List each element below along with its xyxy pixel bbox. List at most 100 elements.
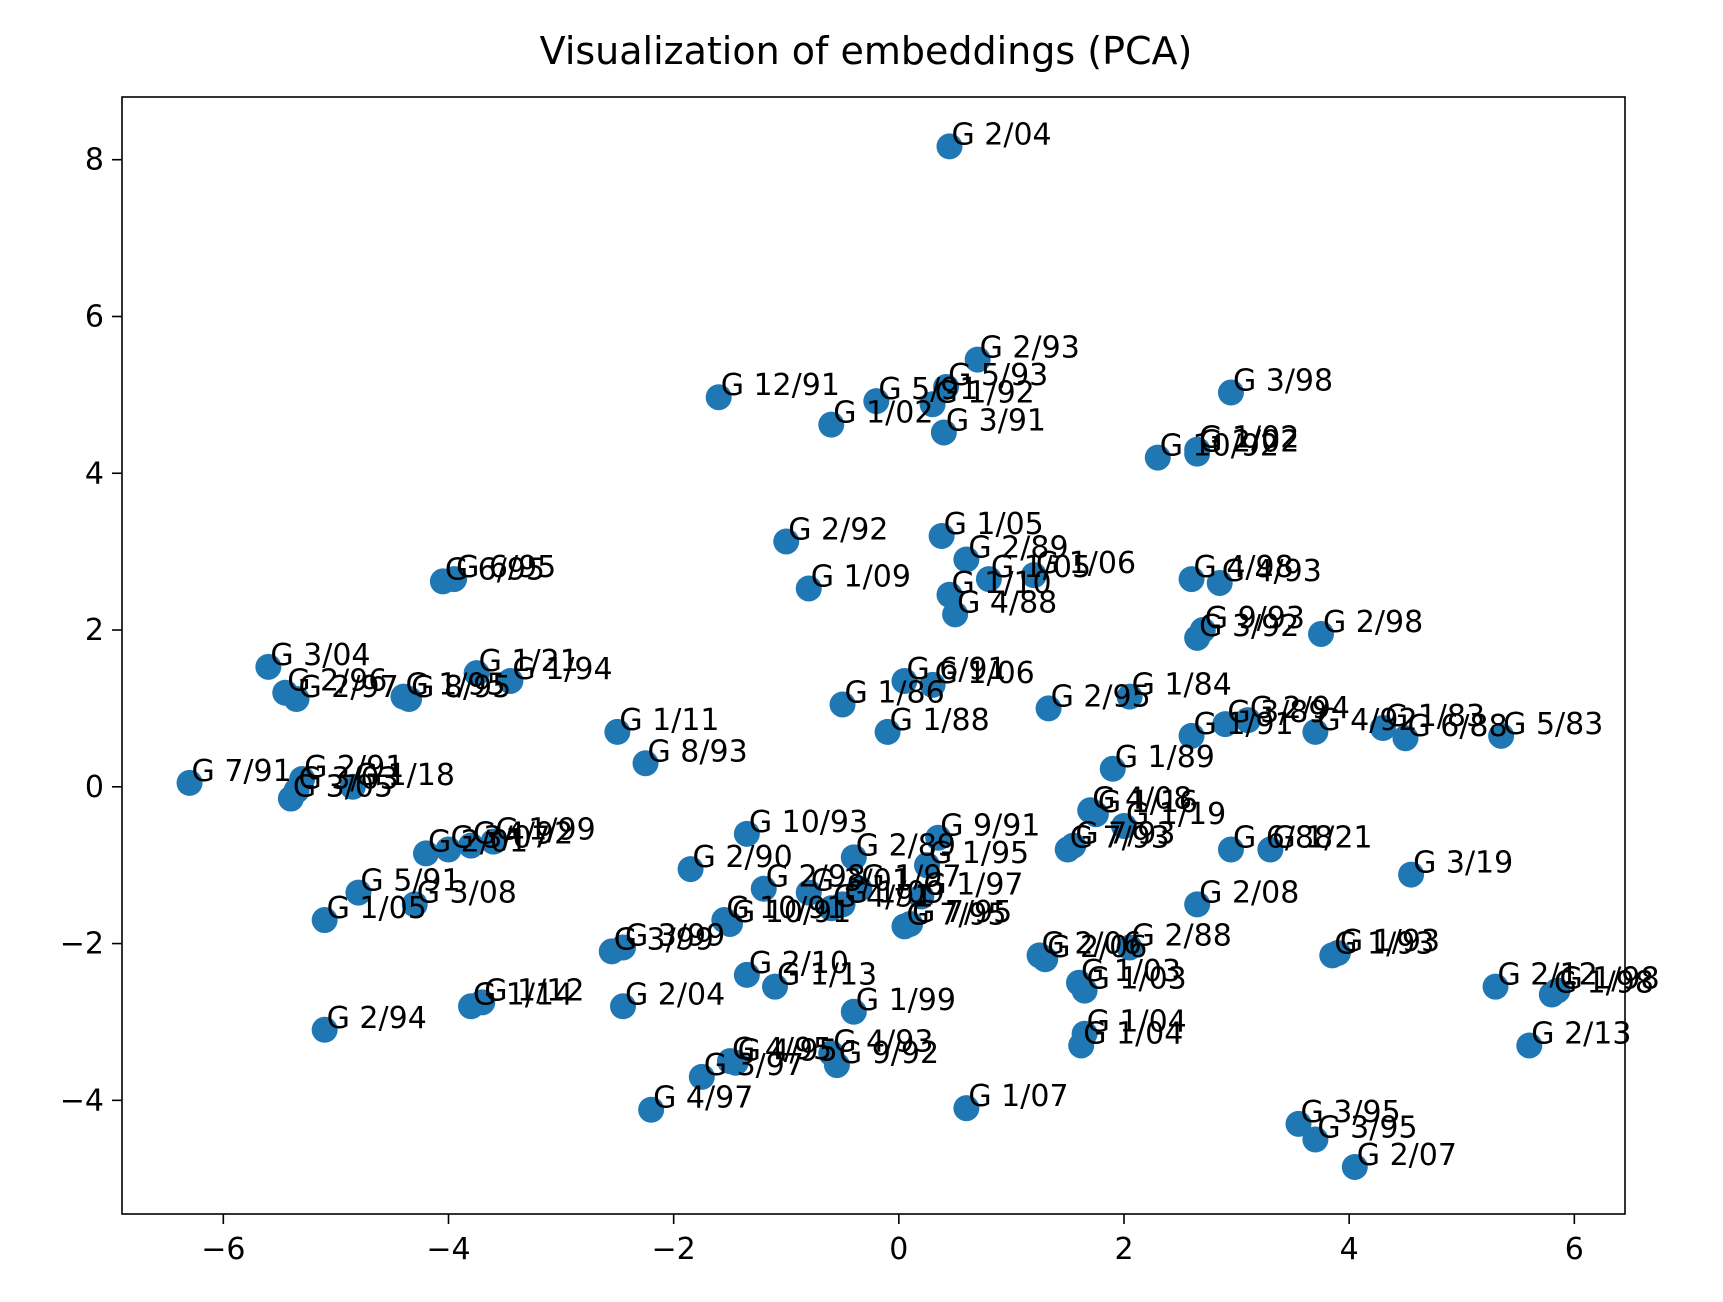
data-point (953, 546, 980, 573)
point-label: G 1/02 (1199, 421, 1299, 456)
point-label: G 5/91 (878, 372, 978, 407)
point-labels: G 2/04G 2/93G 5/93G 12/91 G 5/91G 1/92G 1… (192, 117, 1660, 1173)
data-point (345, 879, 372, 906)
point-label: G 1/99 (856, 983, 956, 1018)
point-label: G 4/93 (833, 1024, 933, 1059)
data-point (1082, 801, 1109, 828)
point-label: G 4/91 (833, 879, 933, 914)
point-label: G 6/95 (445, 552, 545, 587)
point-label: G 1/93 (1334, 926, 1434, 961)
data-point (1285, 1110, 1312, 1137)
point-label: G 9/91 (940, 809, 1040, 844)
point-label: G 1/99 (496, 813, 596, 848)
data-point (846, 875, 873, 902)
data-point (1302, 718, 1329, 745)
point-label: G 3/01 (811, 864, 911, 899)
y-tick-label: 0 (85, 770, 104, 805)
point-label: G 4/88 (957, 585, 1057, 620)
data-point (412, 840, 439, 867)
data-point (1302, 1126, 1329, 1153)
data-point (733, 820, 760, 847)
x-tick-label: −6 (201, 1232, 245, 1267)
data-point (311, 1016, 338, 1043)
point-label: G 4/92 (1317, 703, 1417, 738)
point-label: G 1/03 (1081, 954, 1181, 989)
point-label: G 1/02 (833, 396, 933, 431)
point-label: G 10/92 (1160, 429, 1279, 464)
point-label: G 4/95 (738, 1034, 838, 1069)
point-label: G 7/93 (1075, 817, 1175, 852)
point-label: G 3/97 (704, 1048, 804, 1083)
point-label: G 1/04 (1083, 1016, 1183, 1051)
x-axis: −6 −4 −2 0 2 4 6 (201, 1214, 1584, 1267)
point-label: G 1/97 (923, 868, 1023, 903)
data-point (463, 660, 490, 687)
point-label: G 9/93 (1205, 601, 1305, 636)
data-point (750, 875, 777, 902)
data-point (1032, 946, 1059, 973)
point-label: G 1/05 (944, 507, 1044, 542)
data-point (1068, 1032, 1095, 1059)
point-label: G 1/18 (355, 758, 455, 793)
point-label: G 1/21 (479, 644, 579, 679)
point-label: G 3/95 (1317, 1111, 1417, 1146)
point-label: G 2/94 (327, 1001, 427, 1036)
point-label: G 2/06 (1047, 930, 1147, 965)
data-point (1116, 683, 1143, 710)
data-point (829, 691, 856, 718)
point-label: G 2/13 (1531, 1016, 1631, 1051)
point-label: G 2/02 (1199, 425, 1299, 460)
point-label: G 1/03 (1087, 962, 1187, 997)
point-label: G 2/91 (304, 750, 404, 785)
data-point (1392, 725, 1419, 752)
point-label: G 3/99 (614, 922, 714, 957)
point-label: G 1/05 (991, 550, 1091, 585)
point-label: G 2/92 (788, 512, 888, 547)
y-axis: −4 −2 0 2 4 6 8 (60, 143, 122, 1118)
data-point (705, 384, 732, 411)
point-label: G 1/86 (845, 675, 945, 710)
point-label: G 6/95 (456, 550, 556, 585)
data-point (1178, 566, 1205, 593)
point-label: G 3/07 (450, 821, 550, 856)
point-label: G 1/13 (777, 958, 877, 993)
data-point (1184, 624, 1211, 651)
point-label: G 1/21 (1272, 821, 1372, 856)
point-label: G 4/93 (1222, 554, 1322, 589)
point-label: G 3/04 (270, 638, 370, 673)
data-point (1184, 436, 1211, 463)
data-point (928, 522, 955, 549)
point-label: G 3/03 (299, 762, 399, 797)
data-point (964, 346, 991, 373)
x-tick-label: −2 (652, 1232, 696, 1267)
data-point (277, 785, 304, 812)
point-label: G 1/09 (845, 875, 945, 910)
y-tick-label: −4 (60, 1083, 104, 1118)
data-point (1234, 707, 1261, 734)
data-point (874, 718, 901, 745)
point-label: G 1/16 (1098, 785, 1198, 820)
data-point (1217, 379, 1244, 406)
point-label: G 4/08 (1092, 781, 1192, 816)
data-point (688, 1063, 715, 1090)
data-point (401, 891, 428, 918)
data-point (716, 910, 743, 937)
data-point (1257, 836, 1284, 863)
data-point (677, 856, 704, 883)
data-point (1369, 715, 1396, 742)
y-tick-label: 2 (85, 613, 104, 648)
point-label: G 4/97 (653, 1081, 753, 1116)
point-label: G 1/06 (1036, 546, 1136, 581)
data-point (283, 686, 310, 713)
point-label: G 1/92 (935, 375, 1035, 410)
data-point (469, 989, 496, 1016)
data-point (936, 133, 963, 160)
data-point (840, 844, 867, 871)
point-label: G 4/92 (473, 817, 573, 852)
point-label: G 2/07 (1357, 1138, 1457, 1173)
data-point (480, 828, 507, 855)
point-label: G 1/94 (512, 652, 612, 687)
data-point (255, 653, 282, 680)
point-label: G 6/88 (1407, 709, 1507, 744)
data-point (1071, 977, 1098, 1004)
